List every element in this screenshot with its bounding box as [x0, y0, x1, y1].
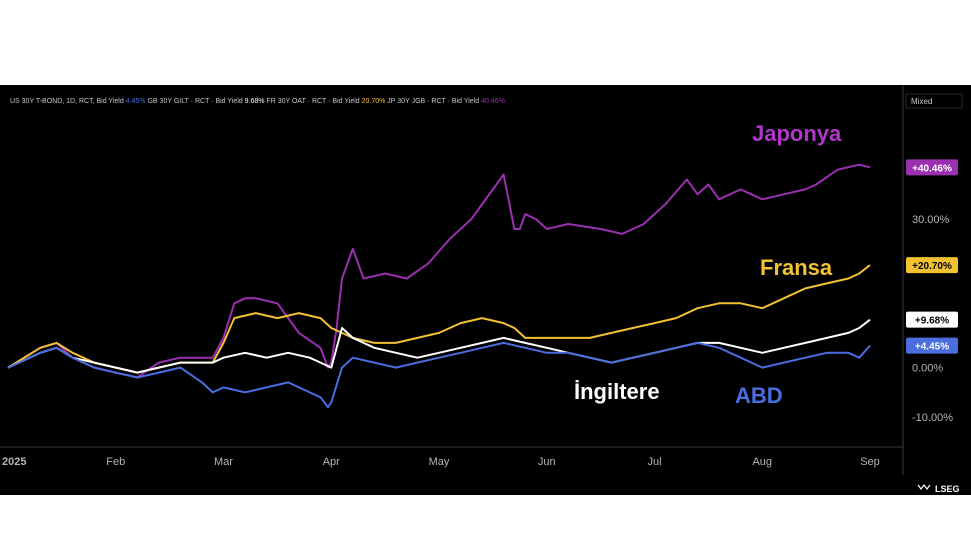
- value-badge-us: +4.45%: [906, 337, 958, 354]
- callout-france: Fransa: [760, 255, 833, 280]
- value-badge-text: +20.70%: [912, 261, 952, 272]
- x-tick-label: Aug: [752, 456, 772, 468]
- series-header-value: 4.45%: [126, 98, 146, 105]
- x-tick-label: May: [429, 456, 450, 468]
- value-badge-text: +40.46%: [912, 163, 952, 174]
- series-line: [7, 341, 871, 409]
- series-header-label: JP 30Y JGB · RCT · Bid Yield: [385, 98, 481, 105]
- series-header: US 30Y T-BOND, 1D, RCT, Bid Yield 4.45% …: [10, 98, 505, 105]
- value-badge-france: +20.70%: [906, 257, 958, 274]
- callout-us: ABD: [735, 383, 783, 408]
- series-header-label: FR 30Y OAT · RCT · Bid Yield: [264, 98, 361, 105]
- chart-panel: [0, 85, 971, 495]
- scale-mode-label: Mixed: [911, 97, 932, 106]
- value-badge-text: +4.45%: [915, 342, 949, 353]
- series-header-value: 40.46%: [481, 98, 505, 105]
- value-badge-text: +9.68%: [915, 316, 949, 327]
- x-tick-label: Jul: [647, 456, 661, 468]
- series-header-label: GB 30Y GILT · RCT · Bid Yield: [146, 98, 245, 105]
- value-badge-japan: +40.46%: [906, 159, 958, 176]
- y-tick-label: -10.00%: [912, 412, 953, 424]
- y-tick-label: 30.00%: [912, 214, 950, 226]
- lseg-logo-icon: [917, 484, 931, 490]
- value-badges: +40.46% +20.70% +9.68% +4.45%: [906, 159, 958, 354]
- series-header-label: US 30Y T-BOND, 1D, RCT, Bid Yield: [10, 98, 126, 105]
- chart-header: US 30Y T-BOND, 1D, RCT, Bid Yield 4.45% …: [10, 98, 505, 105]
- x-tick-label: Mar: [214, 456, 233, 468]
- y-tick-label: 0.00%: [912, 363, 943, 375]
- chart-canvas: US 30Y T-BOND, 1D, RCT, Bid Yield 4.45% …: [0, 85, 963, 494]
- series-line: [7, 318, 871, 374]
- callout-uk: İngiltere: [574, 379, 660, 404]
- x-tick-label: Apr: [323, 456, 340, 468]
- y-axis: 30.00% 0.00% -10.00%: [912, 214, 953, 424]
- x-axis: 2025 Feb Mar Apr May Jun Jul Aug Sep: [2, 456, 880, 468]
- series-line: [7, 163, 871, 379]
- x-tick-label: Feb: [106, 456, 125, 468]
- scale-mode-box[interactable]: [905, 93, 963, 109]
- x-tick-label: 2025: [2, 456, 26, 468]
- x-tick-label: Jun: [538, 456, 556, 468]
- x-tick-label: Sep: [860, 456, 880, 468]
- series-header-value: 20.70%: [362, 98, 386, 105]
- series-header-value: 9.68%: [245, 98, 265, 105]
- series-line: [7, 264, 871, 374]
- callout-japan: Japonya: [752, 121, 842, 146]
- series-lines: [7, 163, 871, 409]
- lseg-brand: LSEG: [935, 484, 960, 494]
- value-badge-uk: +9.68%: [906, 311, 958, 328]
